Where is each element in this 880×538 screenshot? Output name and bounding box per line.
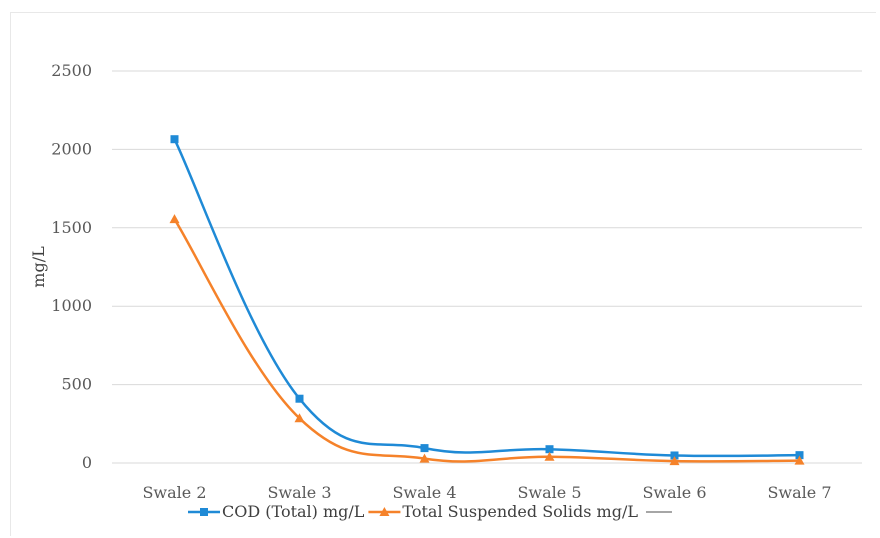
series-line: [173, 218, 800, 463]
x-tick-label: Swale 5: [517, 483, 581, 502]
series-0: [170, 135, 804, 460]
series: [169, 135, 805, 466]
y-axis-ticks: 0 500 1000 1500 2000 2500: [51, 61, 92, 472]
x-tick-label: Swale 7: [767, 483, 831, 502]
series-1: [169, 214, 805, 466]
y-axis-title: mg/L: [29, 246, 48, 288]
data-point: [794, 455, 805, 465]
series-line: [173, 138, 800, 458]
data-point: [169, 214, 180, 224]
legend: COD (Total) mg/L Total Suspended Solids m…: [188, 502, 672, 521]
data-point: [795, 451, 804, 460]
y-tick-label: 2500: [51, 61, 92, 80]
y-tick-label: 0: [82, 453, 92, 472]
y-tick-label: 500: [61, 375, 92, 394]
y-tick-label: 1500: [51, 218, 92, 237]
x-tick-label: Swale 3: [267, 483, 331, 502]
legend-label: COD (Total) mg/L: [222, 502, 365, 521]
chart-frame: [10, 12, 876, 536]
x-tick-label: Swale 4: [392, 483, 456, 502]
data-point: [420, 444, 429, 453]
legend-marker: [379, 507, 390, 516]
legend-marker: [200, 508, 208, 516]
x-tick-label: Swale 2: [142, 483, 206, 502]
data-point: [545, 445, 554, 454]
y-tick-label: 1000: [51, 296, 92, 315]
gridlines: [112, 70, 862, 464]
y-tick-label: 2000: [51, 139, 92, 158]
data-point: [295, 394, 304, 403]
data-point: [544, 451, 555, 461]
data-point: [669, 456, 680, 466]
data-point: [419, 453, 430, 463]
data-point: [170, 135, 179, 144]
data-point: [670, 451, 679, 460]
legend-label: Total Suspended Solids mg/L: [402, 502, 638, 521]
x-tick-label: Swale 6: [642, 483, 706, 502]
x-axis-ticks: Swale 2 Swale 3 Swale 4 Swale 5 Swale 6 Swale…: [142, 483, 831, 502]
data-point: [294, 413, 305, 423]
